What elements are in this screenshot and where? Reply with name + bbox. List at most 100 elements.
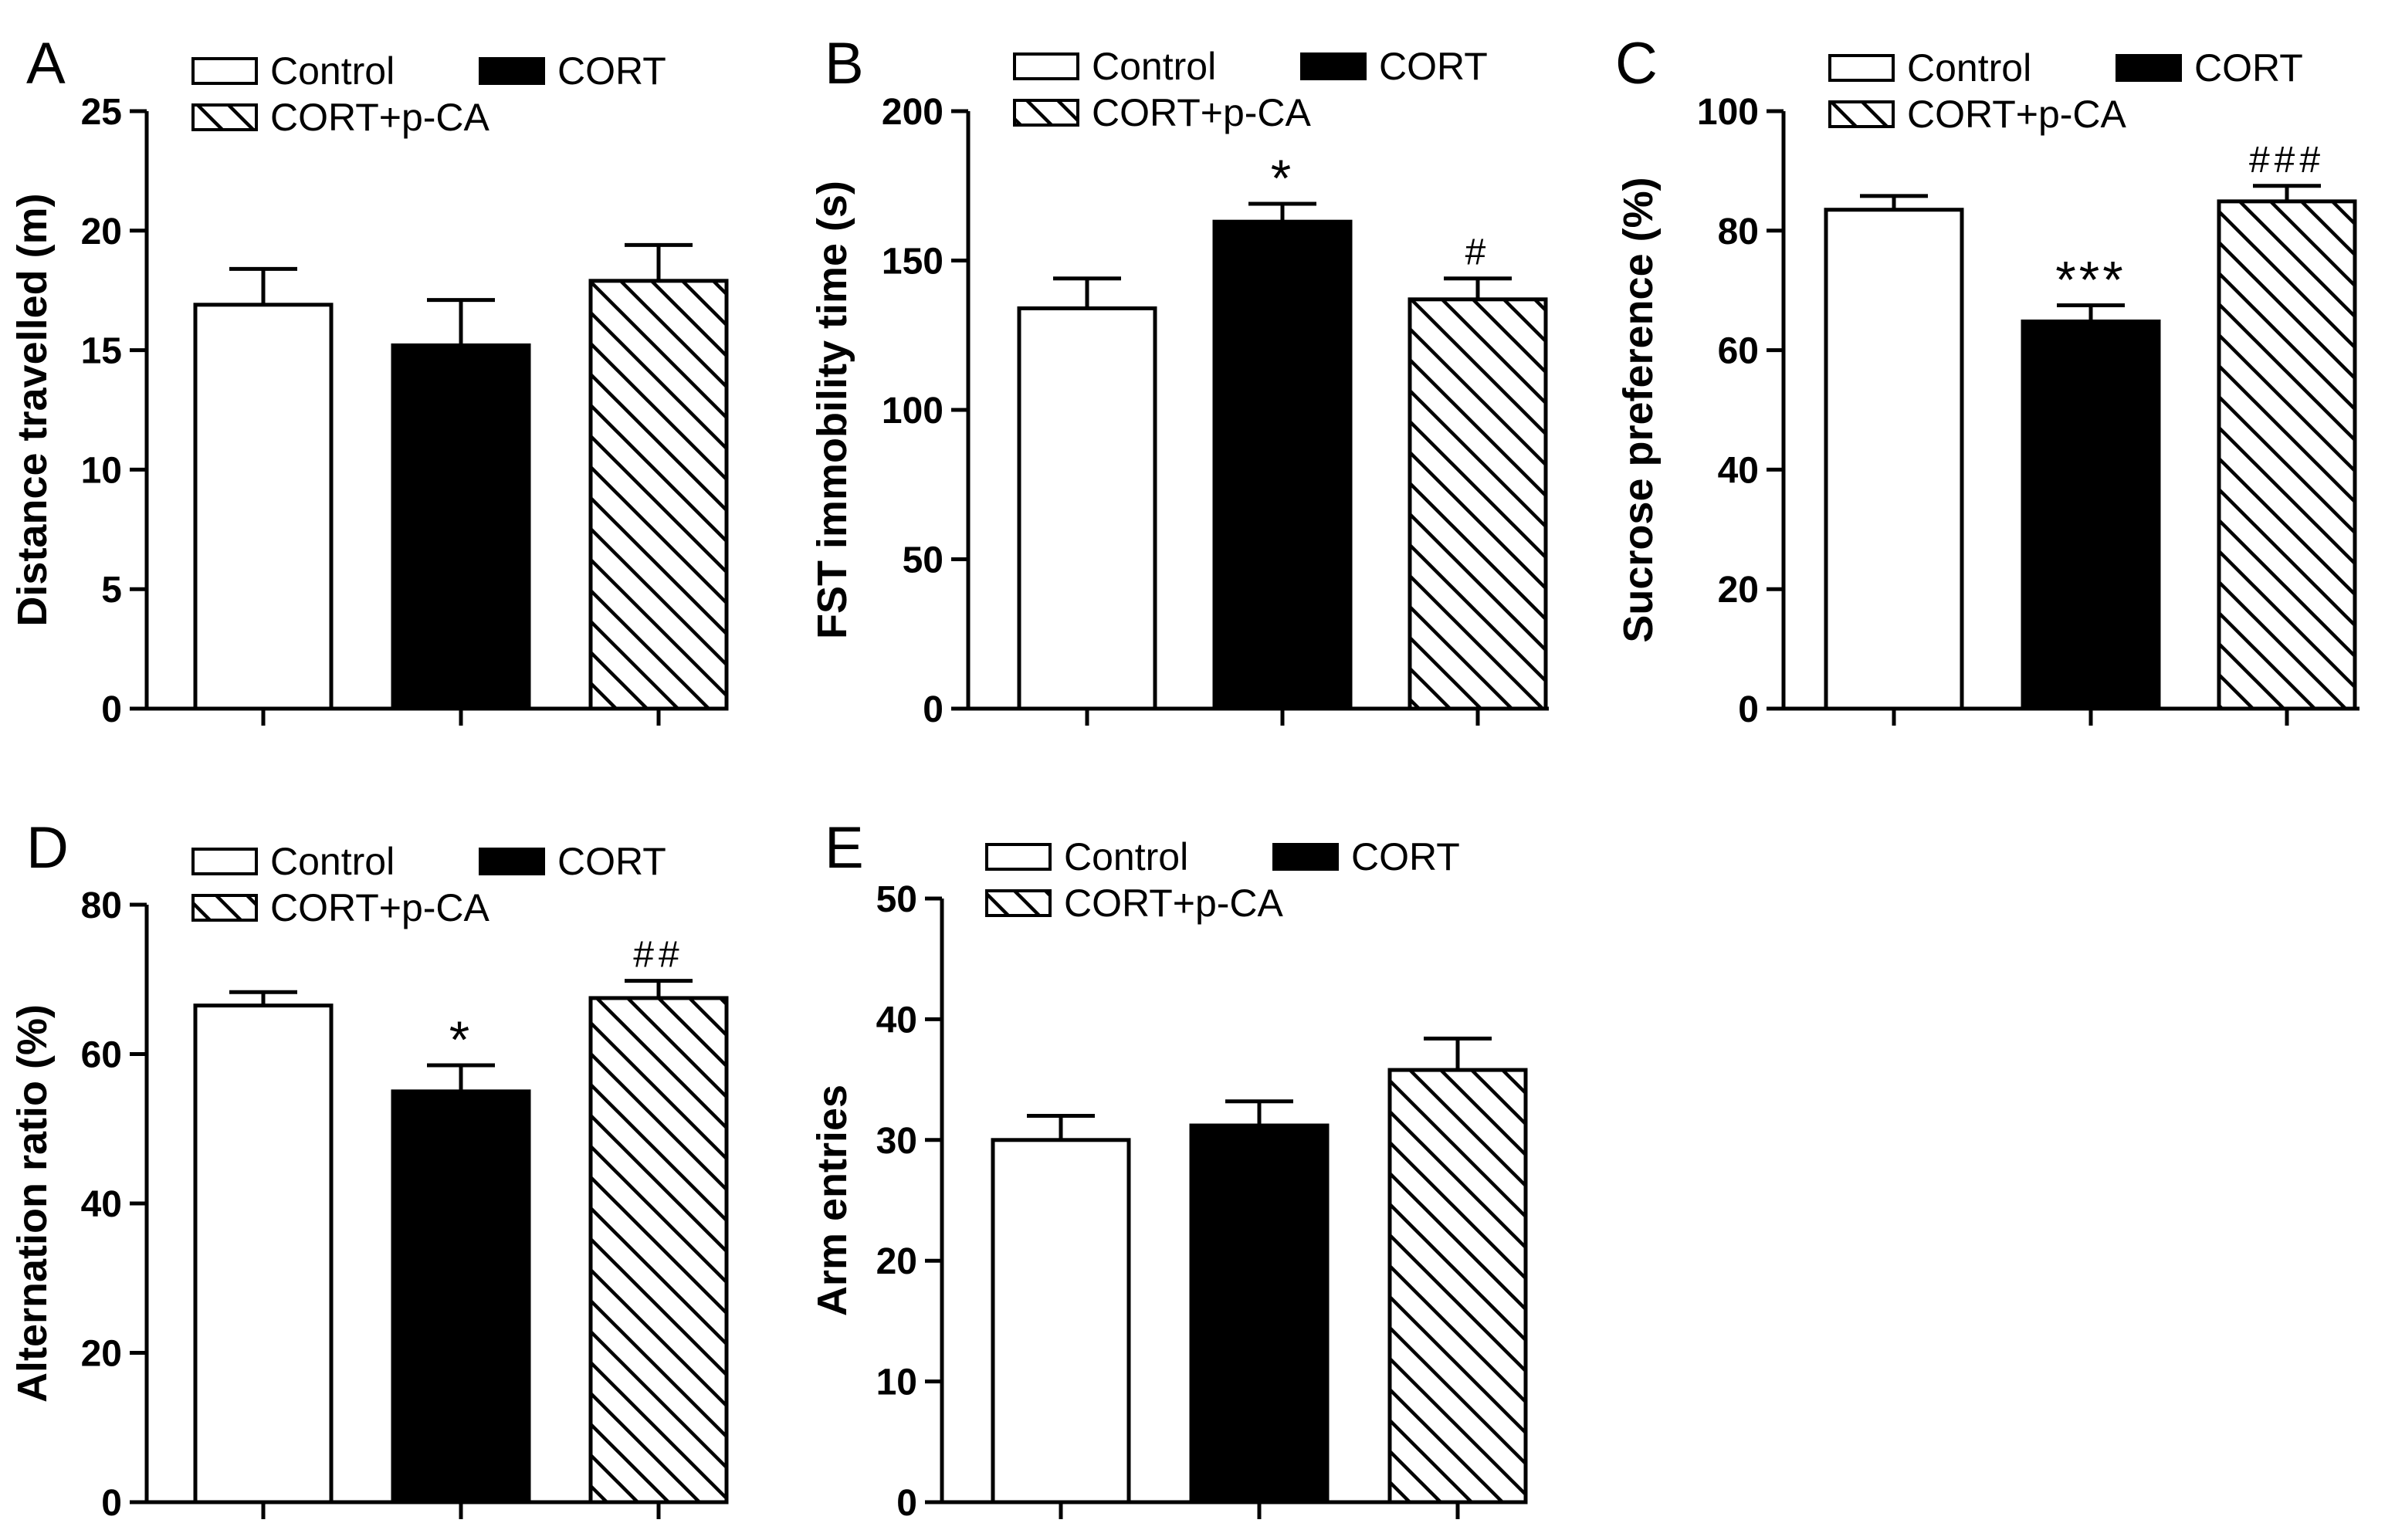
legend-swatch-hatched xyxy=(191,103,258,131)
y-tick-label: 30 xyxy=(876,1121,917,1162)
y-tick-label: 80 xyxy=(1718,212,1759,252)
legend-swatch-hatched xyxy=(1828,100,1895,128)
y-axis-label: Sucrose preference (%) xyxy=(1615,177,1662,642)
bar-open xyxy=(1824,208,1964,711)
y-tick-label: 60 xyxy=(1718,331,1759,372)
bar-open xyxy=(193,303,334,711)
panel-c: C Sucrose preference (%) *** ### 0 20 40 60 80 10… xyxy=(1615,31,2359,730)
y-tick-label: 50 xyxy=(903,540,943,581)
y-axis-label: Distance travelled (m) xyxy=(9,193,56,626)
legend-swatch-solid xyxy=(1272,843,1339,871)
legend-label: CORT xyxy=(2194,46,2303,90)
y-tick-label: 40 xyxy=(876,1000,917,1041)
legend-swatch-solid xyxy=(2116,54,2182,82)
legend-swatch-hatched xyxy=(1013,99,1079,127)
legend-label: Control xyxy=(1907,46,2031,90)
y-tick-label: 0 xyxy=(896,1483,917,1524)
y-tick-label: 20 xyxy=(81,1334,122,1375)
y-tick-label: 0 xyxy=(101,1483,122,1524)
legend-swatch-solid xyxy=(1300,52,1367,80)
y-axis-label: Alternation ratio (%) xyxy=(9,1004,56,1403)
significance-marker: * xyxy=(449,1010,473,1069)
legend-label: CORT+p-CA xyxy=(1907,93,2127,136)
legend-swatch-open xyxy=(1013,52,1079,80)
significance-marker: * xyxy=(1271,149,1294,208)
panel-label: C xyxy=(1615,31,1658,96)
bar-open xyxy=(991,1138,1131,1504)
bar-solid xyxy=(391,1089,531,1504)
bar-solid xyxy=(1212,219,1353,711)
legend-label: CORT+p-CA xyxy=(1092,91,1312,134)
y-tick-label: 20 xyxy=(876,1241,917,1282)
panel-label: E xyxy=(825,815,864,881)
y-tick-label: 25 xyxy=(81,92,122,133)
y-tick-label: 80 xyxy=(81,885,122,926)
panel-d: D Alternation ratio (%) * ## 0 20 40 60 80 Contro… xyxy=(9,815,729,1524)
y-tick-label: 20 xyxy=(1718,570,1759,611)
y-tick-label: 50 xyxy=(876,879,917,920)
y-tick-label: 200 xyxy=(882,92,943,133)
significance-marker: *** xyxy=(2055,251,2126,310)
y-axis-label: Arm entries xyxy=(809,1085,855,1316)
y-tick-label: 0 xyxy=(1738,689,1759,730)
legend: Control CORT CORT+p-CA xyxy=(1828,46,2303,136)
bar-hatched xyxy=(2217,199,2357,711)
bar-hatched xyxy=(1387,1068,1528,1504)
legend-label: Control xyxy=(270,840,395,883)
legend-label: CORT+p-CA xyxy=(1064,882,1284,925)
y-tick-label: 100 xyxy=(1697,92,1759,133)
y-tick-label: 5 xyxy=(101,570,122,611)
y-tick-label: 20 xyxy=(81,212,122,252)
legend-label: Control xyxy=(1092,45,1216,88)
y-axis-label: FST immobility time (s) xyxy=(809,181,855,639)
legend-label: CORT xyxy=(557,49,666,93)
legend-swatch-open xyxy=(985,843,1052,871)
y-tick-label: 0 xyxy=(923,689,943,730)
legend-label: CORT xyxy=(1379,45,1488,88)
panel-a: A Distance travelled (m) 0 5 10 15 20 25 Control… xyxy=(9,31,729,730)
y-tick-label: 60 xyxy=(81,1035,122,1076)
y-tick-label: 40 xyxy=(81,1184,122,1225)
bar-solid xyxy=(1189,1123,1330,1504)
bar-solid xyxy=(2021,319,2161,711)
legend-swatch-hatched xyxy=(985,889,1052,917)
panel-e: E Arm entries 0 10 20 30 40 50 Control CORT CORT+p… xyxy=(809,815,1528,1524)
significance-marker: ## xyxy=(633,935,683,976)
y-tick-label: 40 xyxy=(1718,450,1759,491)
legend: Control CORT CORT+p-CA xyxy=(1013,45,1488,134)
bar-open xyxy=(193,1004,334,1504)
legend: Control CORT CORT+p-CA xyxy=(985,835,1460,925)
bar-hatched xyxy=(1408,297,1548,711)
significance-marker: # xyxy=(1465,232,1491,273)
y-tick-label: 10 xyxy=(876,1362,917,1403)
legend-label: CORT+p-CA xyxy=(270,886,490,929)
y-tick-label: 150 xyxy=(882,242,943,283)
legend-label: Control xyxy=(270,49,395,93)
legend-swatch-solid xyxy=(479,57,545,85)
legend-label: CORT xyxy=(557,840,666,883)
legend-label: CORT xyxy=(1351,835,1460,878)
legend-label: Control xyxy=(1064,835,1188,878)
bar-hatched xyxy=(588,279,729,711)
bar-hatched xyxy=(588,996,729,1504)
legend-swatch-open xyxy=(1828,54,1895,82)
legend-swatch-solid xyxy=(479,848,545,875)
y-tick-label: 10 xyxy=(81,450,122,491)
significance-marker: ### xyxy=(2249,140,2325,181)
panel-label: D xyxy=(26,815,69,881)
legend-swatch-open xyxy=(191,848,258,875)
y-tick-label: 0 xyxy=(101,689,122,730)
panel-label: A xyxy=(26,31,66,96)
legend: Control CORT CORT+p-CA xyxy=(191,840,666,929)
legend: Control CORT CORT+p-CA xyxy=(191,49,666,139)
y-tick-label: 100 xyxy=(882,391,943,432)
panel-b: B FST immobility time (s) * #0 50 100 150 200 Co… xyxy=(809,31,1549,730)
bar-solid xyxy=(391,343,531,711)
bar-open xyxy=(1017,306,1157,711)
panel-label: B xyxy=(825,31,864,96)
legend-swatch-open xyxy=(191,57,258,85)
legend-swatch-hatched xyxy=(191,894,258,922)
legend-label: CORT+p-CA xyxy=(270,96,490,139)
y-tick-label: 15 xyxy=(81,331,122,372)
